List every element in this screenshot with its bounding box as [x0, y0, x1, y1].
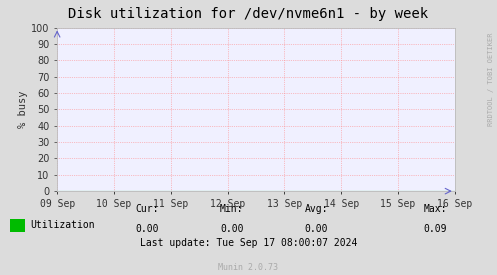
Text: Munin 2.0.73: Munin 2.0.73 [219, 263, 278, 272]
Text: Avg:: Avg: [305, 205, 328, 214]
Text: Min:: Min: [220, 205, 244, 214]
Text: Last update: Tue Sep 17 08:00:07 2024: Last update: Tue Sep 17 08:00:07 2024 [140, 238, 357, 248]
Text: Disk utilization for /dev/nvme6n1 - by week: Disk utilization for /dev/nvme6n1 - by w… [69, 7, 428, 21]
Text: 0.00: 0.00 [136, 224, 159, 234]
Text: 0.09: 0.09 [424, 224, 447, 234]
Text: 0.00: 0.00 [220, 224, 244, 234]
Text: Utilization: Utilization [30, 221, 94, 230]
Y-axis label: % busy: % busy [18, 90, 28, 128]
Text: 0.00: 0.00 [305, 224, 328, 234]
Text: RRDTOOL / TOBI OETIKER: RRDTOOL / TOBI OETIKER [488, 33, 494, 126]
Text: Cur:: Cur: [136, 205, 159, 214]
Text: Max:: Max: [424, 205, 447, 214]
